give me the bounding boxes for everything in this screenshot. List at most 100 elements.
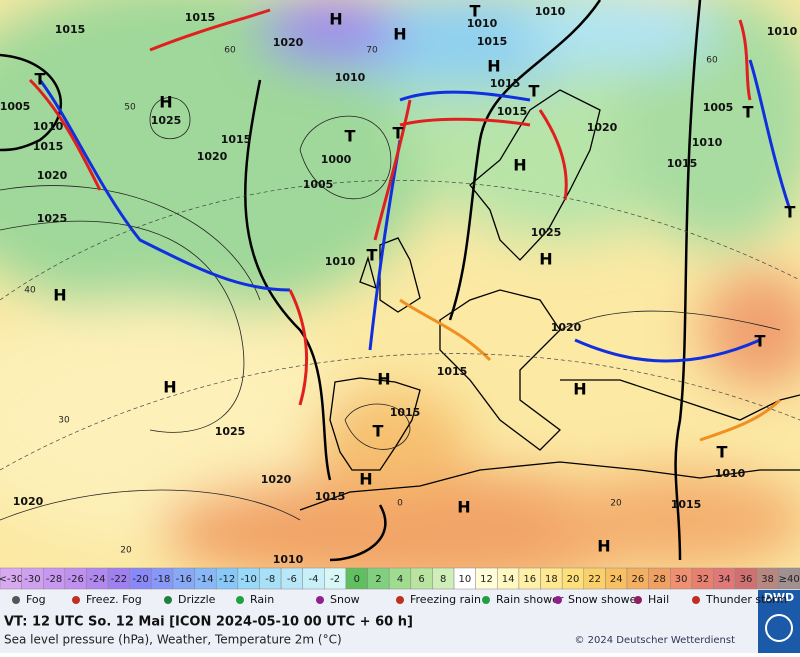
temperature-label: -26 <box>68 574 84 585</box>
valid-time: VT: 12 UTC So. 12 Mai [ICON 2024-05-10 0… <box>4 615 413 630</box>
isoline-label: 0 <box>397 499 403 509</box>
description: Sea level pressure (hPa), Weather, Tempe… <box>4 633 342 647</box>
weather-label: Rain shower <box>496 593 564 606</box>
temperature-label: 8 <box>440 574 446 585</box>
low-pressure: T <box>743 103 754 122</box>
pressure-label: 1015 <box>490 77 521 90</box>
weather-symbol <box>692 596 700 604</box>
weather-symbol <box>72 596 80 604</box>
high-pressure: H <box>393 25 406 44</box>
pressure-label: 1010 <box>33 120 64 133</box>
pressure-label: 1020 <box>261 473 292 486</box>
weather-symbol <box>316 596 324 604</box>
pressure-label: 1015 <box>671 498 702 511</box>
pressure-label: 1005 <box>0 100 30 113</box>
pressure-label: 1015 <box>390 406 421 419</box>
high-pressure: H <box>513 156 526 175</box>
isoline-label: 60 <box>706 56 718 66</box>
pressure-label: 1025 <box>531 226 562 239</box>
pressure-label: 1015 <box>185 11 216 24</box>
temperature-label: -16 <box>176 574 192 585</box>
high-pressure: H <box>573 380 586 399</box>
low-pressure: T <box>367 246 378 265</box>
temperature-label: 22 <box>588 574 601 585</box>
temperature-label: 34 <box>718 574 731 585</box>
logo-swirl <box>765 614 793 642</box>
weather-label: Hail <box>648 593 669 606</box>
temperature-label: 12 <box>480 574 493 585</box>
low-pressure: T <box>755 332 766 351</box>
pressure-label: 1010 <box>467 17 498 30</box>
pressure-label: 1015 <box>221 133 252 146</box>
temperature-label: 20 <box>567 574 580 585</box>
weather-label: Freezing rain <box>410 593 481 606</box>
temperature-label: 24 <box>610 574 623 585</box>
pressure-label: 1015 <box>437 365 468 378</box>
temperature-label: -2 <box>330 574 340 585</box>
temperature-label: 2 <box>375 574 381 585</box>
pressure-label: 1010 <box>335 71 366 84</box>
pressure-label: 1015 <box>667 157 698 170</box>
coastlines <box>299 89 800 511</box>
logo-box <box>758 590 800 653</box>
temperature-label: 14 <box>502 574 515 585</box>
temperature-label: -28 <box>46 574 62 585</box>
temperature-label: 4 <box>397 574 403 585</box>
pressure-label: 1020 <box>13 495 44 508</box>
weather-label: Snow <box>330 593 360 606</box>
low-pressure: T <box>345 127 356 146</box>
isoline-label: 50 <box>124 103 136 113</box>
high-pressure: H <box>163 378 176 397</box>
weather-symbol <box>634 596 642 604</box>
pressure-label: 1005 <box>703 101 734 114</box>
pressure-label: 1025 <box>215 425 246 438</box>
temperature-label: -24 <box>89 574 105 585</box>
temperature-label: ≥40 <box>779 574 800 585</box>
temperature-label: -14 <box>197 574 213 585</box>
high-pressure: H <box>539 250 552 269</box>
low-pressure: T <box>373 422 384 441</box>
low-pressure: T <box>529 82 540 101</box>
weather-label: Snow shower <box>568 593 641 606</box>
pressure-label: 1025 <box>37 212 68 225</box>
pressure-label: 1020 <box>197 150 228 163</box>
temperature-label: 28 <box>653 574 666 585</box>
isoline-label: 60 <box>224 46 236 56</box>
pressure-label: 1015 <box>55 23 86 36</box>
weather-label: Thunder storm <box>705 593 787 606</box>
pressure-label: 1015 <box>315 490 346 503</box>
high-pressure: H <box>359 470 372 489</box>
low-pressure: T <box>35 70 46 89</box>
pressure-label: 1020 <box>37 169 68 182</box>
temperature-label: -30 <box>24 574 40 585</box>
weather-label: Drizzle <box>178 593 216 606</box>
high-pressure: H <box>597 537 610 556</box>
high-pressure: H <box>457 498 470 517</box>
pressure-label: 1010 <box>535 5 566 18</box>
isoline-label: 70 <box>366 46 378 56</box>
temperature-label: 16 <box>523 574 536 585</box>
fronts <box>28 8 792 442</box>
weather-symbol <box>164 596 172 604</box>
pressure-label: 1020 <box>551 321 582 334</box>
temperature-label: 36 <box>740 574 753 585</box>
graticule <box>0 180 800 471</box>
high-pressure: H <box>159 93 172 112</box>
temperature-label: -10 <box>240 574 256 585</box>
copyright: © 2024 Deutscher Wetterdienst <box>574 635 735 646</box>
temperature-label: -12 <box>219 574 235 585</box>
pressure-label: 1010 <box>767 25 798 38</box>
temperature-label: -8 <box>265 574 275 585</box>
weather-symbol <box>12 596 20 604</box>
pressure-label: 1010 <box>715 467 746 480</box>
temperature-label: -20 <box>132 574 148 585</box>
pressure-label: 1015 <box>477 35 508 48</box>
pressure-label: 1020 <box>273 36 304 49</box>
logo: DWD <box>764 591 794 604</box>
temperature-field <box>0 0 800 590</box>
isoline-label: 30 <box>58 416 70 426</box>
temperature-label: -4 <box>309 574 319 585</box>
weather-label: Rain <box>250 593 274 606</box>
temperature-label: -22 <box>111 574 127 585</box>
